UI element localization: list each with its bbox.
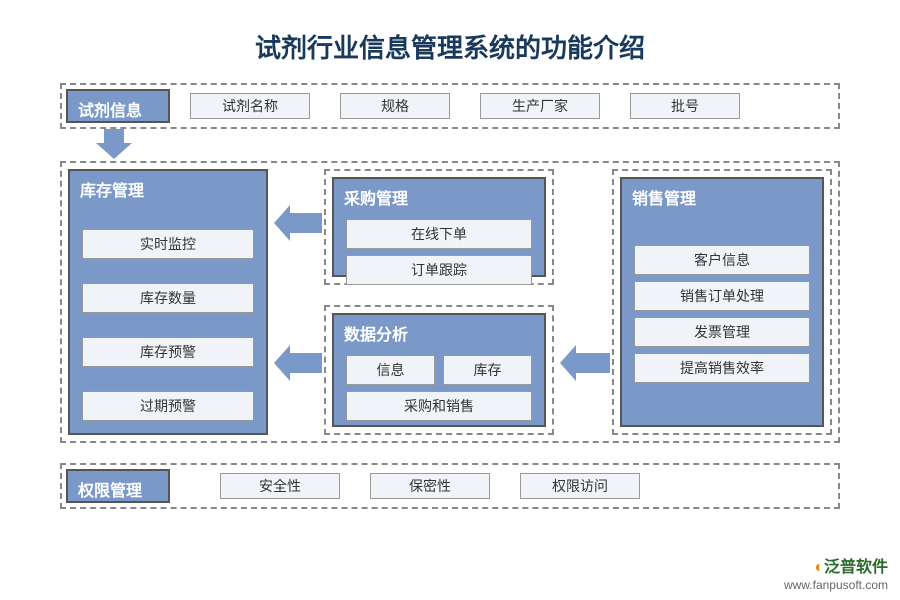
box-inventory: 库存管理 实时监控 库存数量 库存预警 过期预警 xyxy=(68,169,268,435)
box-analysis: 数据分析 信息 库存 采购和销售 xyxy=(332,313,546,427)
chip-inventory-0: 实时监控 xyxy=(82,229,254,259)
chip-analysis-procure-sales: 采购和销售 xyxy=(346,391,532,421)
watermark-url: www.fanpusoft.com xyxy=(784,578,888,592)
chip-sales-3: 提高销售效率 xyxy=(634,353,810,383)
chip-analysis-stock: 库存 xyxy=(443,355,532,385)
label-reagent-info-text: 试剂信息 xyxy=(78,97,142,121)
chip-analysis-info: 信息 xyxy=(346,355,435,385)
chip-perm-0: 安全性 xyxy=(220,473,340,499)
chip-sales-0: 客户信息 xyxy=(634,245,810,275)
label-permissions-text: 权限管理 xyxy=(78,477,142,501)
label-reagent-info: 试剂信息 xyxy=(66,89,170,123)
watermark-brand: 泛普软件 xyxy=(824,559,888,576)
chip-procurement-1: 订单跟踪 xyxy=(346,255,532,285)
chip-perm-1: 保密性 xyxy=(370,473,490,499)
chip-sales-1: 销售订单处理 xyxy=(634,281,810,311)
chip-procurement-0: 在线下单 xyxy=(346,219,532,249)
box-procurement-title: 采购管理 xyxy=(334,179,544,213)
box-analysis-title: 数据分析 xyxy=(334,315,544,349)
chip-inventory-3: 过期预警 xyxy=(82,391,254,421)
chip-sales-2: 发票管理 xyxy=(634,317,810,347)
label-permissions: 权限管理 xyxy=(66,469,170,503)
chip-reagent-name: 试剂名称 xyxy=(190,93,310,119)
diagram-canvas: 试剂信息 试剂名称 规格 生产厂家 批号 库存管理 实时监控 库存数量 库存预警… xyxy=(60,83,840,563)
chip-inventory-2: 库存预警 xyxy=(82,337,254,367)
box-sales: 销售管理 客户信息 销售订单处理 发票管理 提高销售效率 xyxy=(620,177,824,427)
chip-inventory-1: 库存数量 xyxy=(82,283,254,313)
chip-manufacturer: 生产厂家 xyxy=(480,93,600,119)
chip-batch: 批号 xyxy=(630,93,740,119)
chip-perm-2: 权限访问 xyxy=(520,473,640,499)
watermark-logo: ◐泛普软件 xyxy=(784,558,888,577)
box-procurement: 采购管理 在线下单 订单跟踪 xyxy=(332,177,546,277)
watermark: ◐泛普软件 www.fanpusoft.com xyxy=(784,558,888,592)
chip-spec: 规格 xyxy=(340,93,450,119)
box-sales-title: 销售管理 xyxy=(622,179,822,213)
page-title: 试剂行业信息管理系统的功能介绍 xyxy=(0,0,900,83)
box-inventory-title: 库存管理 xyxy=(70,171,266,205)
